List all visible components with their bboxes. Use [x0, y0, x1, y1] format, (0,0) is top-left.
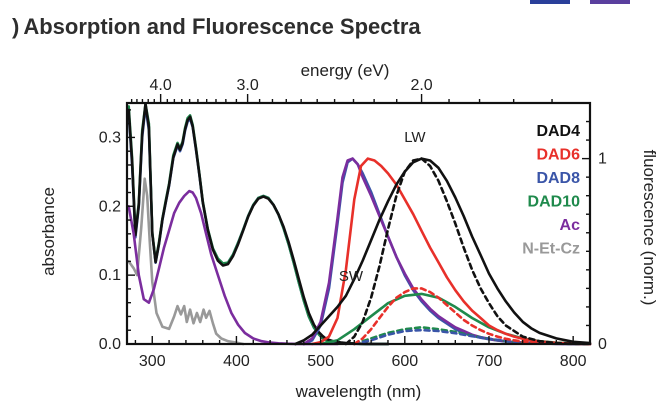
y2-tick-label-0: 0 [598, 336, 607, 353]
x-tick-label-800: 800 [560, 353, 587, 370]
y-tick-label-0: 0.0 [99, 336, 121, 353]
y-axis-label: absorbance [39, 187, 58, 276]
series-dad8-absorbance [127, 105, 390, 346]
accent-bar-purple [590, 0, 630, 4]
slide-title: ) Absorption and Fluorescence Spectra [12, 10, 421, 44]
annotation-sw: SW [339, 268, 364, 285]
y-tick-label-1: 0.1 [99, 267, 121, 284]
legend-ac: Ac [560, 217, 581, 234]
series-dad6-fluorescence [310, 157, 592, 346]
y2-axis-label: fluorescence (norm.) [640, 150, 659, 306]
x-tick-label-400: 400 [223, 353, 250, 370]
labels-layer: 300 400 500 600 700 800 0.0 0.1 0.2 0.3 0 1 4.0 3.0 2.… [99, 77, 607, 370]
series-n-et-cz-absorbance [127, 177, 245, 346]
title-prefix: ) [12, 14, 20, 39]
annotation-lw: LW [404, 129, 426, 146]
x-axis-label: wavelength (nm) [295, 382, 422, 401]
x-tick-label-300: 300 [139, 353, 166, 370]
legend-dad6: DAD6 [536, 147, 580, 164]
series-layer [127, 102, 592, 346]
energy-axis-label: energy (eV) [301, 61, 390, 80]
y-tick-label-3: 0.3 [99, 129, 121, 146]
accent-bar-blue [530, 0, 570, 4]
legend-n-et-cz: N-Et-Cz [522, 241, 580, 258]
legend-dad8: DAD8 [536, 170, 580, 187]
legend-dad10: DAD10 [528, 194, 581, 211]
series-dad10-absorbance [127, 102, 390, 346]
series-dad4-fluorescence [294, 157, 592, 346]
series-dad4-absorbance [127, 102, 390, 346]
legend-dad4: DAD4 [536, 123, 580, 140]
energy-tick-label-0: 4.0 [150, 77, 172, 94]
y2-tick-label-1: 1 [598, 151, 607, 168]
plot-frame [125, 101, 592, 346]
x-tick-label-600: 600 [391, 353, 418, 370]
x-tick-label-500: 500 [307, 353, 334, 370]
title-text: Absorption and Fluorescence Spectra [23, 14, 421, 39]
energy-tick-label-1: 3.0 [236, 77, 258, 94]
series-dad4-fluorescence-dashed [344, 157, 592, 346]
x-tick-label-700: 700 [476, 353, 503, 370]
y-tick-label-2: 0.2 [99, 198, 121, 215]
energy-tick-label-2: 2.0 [410, 77, 432, 94]
ticks-layer [127, 94, 591, 345]
